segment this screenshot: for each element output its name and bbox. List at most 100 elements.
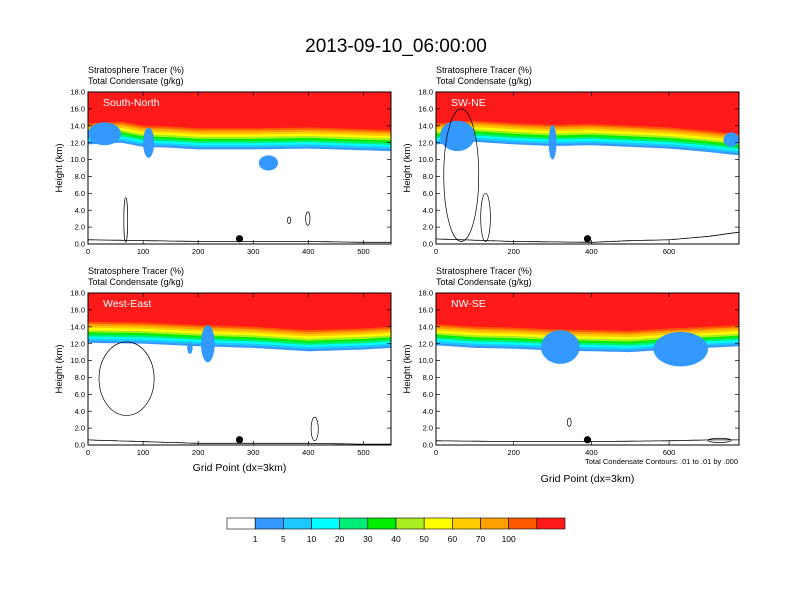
x-tick-label: 0 <box>86 247 90 256</box>
condensate-contour <box>305 211 311 226</box>
x-tick-label: 300 <box>247 448 260 457</box>
cloud-region <box>200 325 215 363</box>
cloud-region <box>723 132 739 147</box>
y-tick-label: 0.0 <box>75 441 85 450</box>
y-tick-label: 6.0 <box>423 189 433 198</box>
y-tick-label: 2.0 <box>75 424 85 433</box>
y-tick-label: 2.0 <box>75 223 85 232</box>
y-axis-label: Height (km) <box>54 143 65 192</box>
location-marker <box>583 436 592 444</box>
y-tick-label: 12.0 <box>70 138 85 147</box>
location-marker <box>235 436 244 444</box>
y-tick-label: 16.0 <box>70 104 85 113</box>
left-title-0: Stratosphere Tracer (%) <box>436 65 532 75</box>
x-tick-label: 200 <box>192 247 205 256</box>
x-tick-label: 600 <box>663 448 676 457</box>
plot-frame <box>87 91 392 245</box>
colorbar-label: 100 <box>502 534 516 544</box>
plot-area <box>436 293 739 444</box>
colorbar-label: 30 <box>363 534 373 544</box>
y-axis-label: Height (km) <box>54 344 65 393</box>
figure-title: 2013-09-10_06:00:00 <box>305 36 487 57</box>
x-tick-label: 600 <box>663 247 676 256</box>
y-tick-label: 18.0 <box>70 88 85 97</box>
cloud-region <box>187 341 193 354</box>
left-title-0: Stratosphere Tracer (%) <box>88 266 184 276</box>
y-tick-label: 10.0 <box>418 356 433 365</box>
y-tick-label: 12.0 <box>70 339 85 348</box>
y-tick-label: 16.0 <box>418 104 433 113</box>
tracer-band <box>436 92 739 135</box>
left-title-1: Total Condensate (g/kg) <box>436 76 532 86</box>
x-tick-label: 100 <box>137 448 150 457</box>
condensate-contour <box>443 108 480 242</box>
y-tick-label: 8.0 <box>75 373 85 382</box>
tracer-band <box>88 92 391 130</box>
condensate-contour <box>287 216 292 225</box>
colorbar-box <box>283 517 312 530</box>
y-tick-label: 6.0 <box>423 390 433 399</box>
colorbar-box <box>367 517 397 530</box>
x-tick-label: 500 <box>357 247 370 256</box>
panel-label: SW-NE <box>451 97 486 109</box>
left-title-0: Stratosphere Tracer (%) <box>88 65 184 75</box>
cloud-region <box>548 124 557 160</box>
y-tick-label: 0.0 <box>423 240 433 249</box>
colorbar-box <box>452 517 481 530</box>
panel-1: 0.0 2.0 4.0 6.0 8.0 10.0 12.0 14.0 16.0 18.0 0 200 4… <box>402 65 740 256</box>
colorbar-box <box>480 517 509 530</box>
y-tick-label: 14.0 <box>418 121 433 130</box>
colorbar-label: 60 <box>448 534 458 544</box>
x-tick-label: 100 <box>137 247 150 256</box>
cloud-region <box>88 122 122 146</box>
y-tick-label: 2.0 <box>423 424 433 433</box>
plot-area <box>88 293 391 445</box>
condensate-contour <box>123 197 129 243</box>
colorbar-box <box>536 517 566 530</box>
colorbar-label: 1 <box>253 534 258 544</box>
colorbar-box <box>395 517 425 530</box>
colorbar-box <box>311 517 340 530</box>
y-tick-label: 10.0 <box>418 155 433 164</box>
x-tick-label: 200 <box>192 448 205 457</box>
cloud-region <box>540 330 580 364</box>
x-axis-label: Grid Point (dx=3km) <box>193 462 287 474</box>
y-tick-label: 4.0 <box>423 407 433 416</box>
y-tick-label: 8.0 <box>423 172 433 181</box>
y-tick-label: 10.0 <box>70 155 85 164</box>
y-tick-label: 12.0 <box>418 339 433 348</box>
y-tick-label: 6.0 <box>75 390 85 399</box>
left-title-0: Stratosphere Tracer (%) <box>436 266 532 276</box>
y-tick-label: 12.0 <box>418 138 433 147</box>
colorbar: 1 5 10 20 30 40 50 60 70 100 <box>226 517 566 544</box>
panel-2: 0.0 2.0 4.0 6.0 8.0 10.0 12.0 14.0 16.0 18.0 0 100 2… <box>54 266 392 474</box>
panel-label: NW-SE <box>451 298 486 310</box>
y-tick-label: 14.0 <box>70 121 85 130</box>
y-tick-label: 0.0 <box>75 240 85 249</box>
x-tick-label: 200 <box>507 448 520 457</box>
plot-frame <box>435 292 740 446</box>
panels-group: 0.0 2.0 4.0 6.0 8.0 10.0 12.0 14.0 16.0 18.0 0 100 2… <box>54 65 740 485</box>
y-tick-label: 18.0 <box>70 289 85 298</box>
y-tick-label: 8.0 <box>423 373 433 382</box>
x-tick-label: 400 <box>302 448 315 457</box>
y-tick-label: 4.0 <box>423 206 433 215</box>
y-tick-label: 2.0 <box>423 223 433 232</box>
y-tick-label: 6.0 <box>75 189 85 198</box>
colorbar-label: 40 <box>391 534 401 544</box>
colorbar-box <box>508 517 538 530</box>
y-tick-label: 18.0 <box>418 289 433 298</box>
tracer-band <box>436 293 739 331</box>
plot-area <box>436 92 739 243</box>
plot-frame <box>435 91 740 245</box>
x-tick-label: 200 <box>507 247 520 256</box>
x-tick-label: 0 <box>86 448 90 457</box>
colorbar-label: 70 <box>476 534 486 544</box>
contour-note: Total Condensate Contours: .01 to .01 by… <box>585 457 738 466</box>
tracer-band <box>88 293 391 331</box>
x-tick-label: 400 <box>302 247 315 256</box>
y-tick-label: 14.0 <box>70 322 85 331</box>
y-tick-label: 10.0 <box>70 356 85 365</box>
location-marker <box>235 235 244 243</box>
colorbar-label: 50 <box>419 534 429 544</box>
